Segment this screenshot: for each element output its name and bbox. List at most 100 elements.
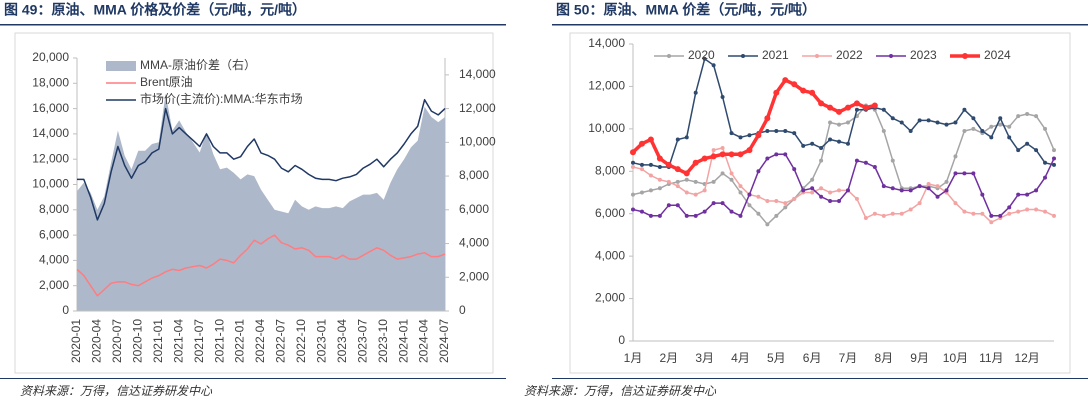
marker xyxy=(1025,112,1030,117)
marker xyxy=(729,171,734,176)
marker xyxy=(657,213,662,218)
marker xyxy=(819,194,824,199)
x-tick-label: 2021-04 xyxy=(171,319,185,363)
x-tick-label: 2020-10 xyxy=(131,319,145,363)
marker xyxy=(1034,148,1039,153)
marker xyxy=(810,186,815,191)
marker xyxy=(693,192,698,197)
y-tick-label: 4,000 xyxy=(39,253,69,267)
marker xyxy=(844,104,851,111)
marker xyxy=(631,192,635,197)
marker xyxy=(1007,124,1012,129)
marker xyxy=(782,77,789,84)
marker xyxy=(792,131,797,136)
title-rule xyxy=(0,24,506,26)
marker xyxy=(738,135,743,140)
marker xyxy=(845,141,850,146)
y-tick-label: 12,000 xyxy=(588,79,625,93)
marker xyxy=(917,118,922,123)
chart-frame xyxy=(14,32,494,374)
marker xyxy=(854,158,859,163)
marker xyxy=(818,100,825,107)
marker xyxy=(971,126,976,131)
x-tick-label: 2022-04 xyxy=(253,319,267,363)
marker xyxy=(953,201,958,206)
marker xyxy=(1016,192,1021,197)
marker xyxy=(1034,114,1039,119)
y-tick-label: 6,000 xyxy=(39,227,69,241)
marker xyxy=(944,179,949,184)
x-tick-label: 6月 xyxy=(803,351,822,365)
x-tick-label: 4月 xyxy=(731,351,750,365)
y2-tick-label: 12,000 xyxy=(459,101,496,115)
y-tick-label: 10,000 xyxy=(32,177,69,191)
footer-rule xyxy=(552,378,1088,379)
y-tick-label: 6,000 xyxy=(595,206,625,220)
marker xyxy=(774,213,779,218)
marker xyxy=(962,128,967,133)
marker xyxy=(828,120,833,125)
marker xyxy=(899,211,904,216)
marker xyxy=(729,177,734,182)
marker xyxy=(1052,148,1056,153)
y2-tick-label: 4,000 xyxy=(459,236,489,250)
marker xyxy=(926,186,931,191)
marker xyxy=(747,203,752,208)
marker xyxy=(746,147,753,154)
legend-label: 2024 xyxy=(984,48,1011,62)
marker xyxy=(783,201,788,206)
marker xyxy=(630,149,636,156)
x-tick-label: 2021-07 xyxy=(192,319,206,363)
marker xyxy=(702,188,707,193)
marker xyxy=(881,184,886,189)
marker xyxy=(639,167,644,172)
marker xyxy=(908,188,913,193)
x-tick-label: 10月 xyxy=(943,351,968,365)
x-tick-label: 11月 xyxy=(979,351,1003,365)
marker xyxy=(828,190,833,195)
marker xyxy=(1043,160,1048,165)
y2-tick-label: 8,000 xyxy=(459,168,489,182)
marker xyxy=(837,188,842,193)
y-tick-label: 14,000 xyxy=(588,36,625,50)
marker xyxy=(783,152,788,157)
marker xyxy=(684,213,689,218)
marker xyxy=(783,128,788,133)
legend-marker xyxy=(962,53,968,59)
marker xyxy=(890,211,895,216)
marker xyxy=(648,162,653,167)
x-tick-label: 2024-01 xyxy=(396,319,410,363)
marker xyxy=(666,179,671,184)
line xyxy=(631,78,876,176)
marker xyxy=(657,165,662,170)
marker xyxy=(1025,207,1030,212)
marker xyxy=(1016,209,1021,214)
marker xyxy=(828,137,833,142)
marker xyxy=(926,118,931,123)
marker xyxy=(810,177,815,182)
marker xyxy=(720,95,725,100)
marker xyxy=(989,220,994,225)
marker xyxy=(890,116,895,121)
legend-label: 2021 xyxy=(762,48,789,62)
marker xyxy=(693,179,698,184)
line xyxy=(77,98,446,221)
marker xyxy=(1034,207,1039,212)
marker xyxy=(666,203,671,208)
marker xyxy=(1052,156,1056,161)
legend-label: 市场价(主流价):MMA:华东市场 xyxy=(140,91,303,106)
marker xyxy=(827,104,834,111)
marker xyxy=(935,120,940,125)
x-tick-label: 9月 xyxy=(910,351,929,365)
marker xyxy=(765,222,770,227)
marker xyxy=(674,166,681,173)
marker xyxy=(711,63,716,68)
x-tick-label: 2023-01 xyxy=(315,319,329,363)
legend-label: 2020 xyxy=(688,48,715,62)
marker xyxy=(837,198,842,203)
marker xyxy=(738,184,743,189)
x-tick-label: 2021-10 xyxy=(212,319,226,363)
marker xyxy=(853,100,860,107)
marker xyxy=(971,211,976,216)
marker xyxy=(944,122,949,127)
